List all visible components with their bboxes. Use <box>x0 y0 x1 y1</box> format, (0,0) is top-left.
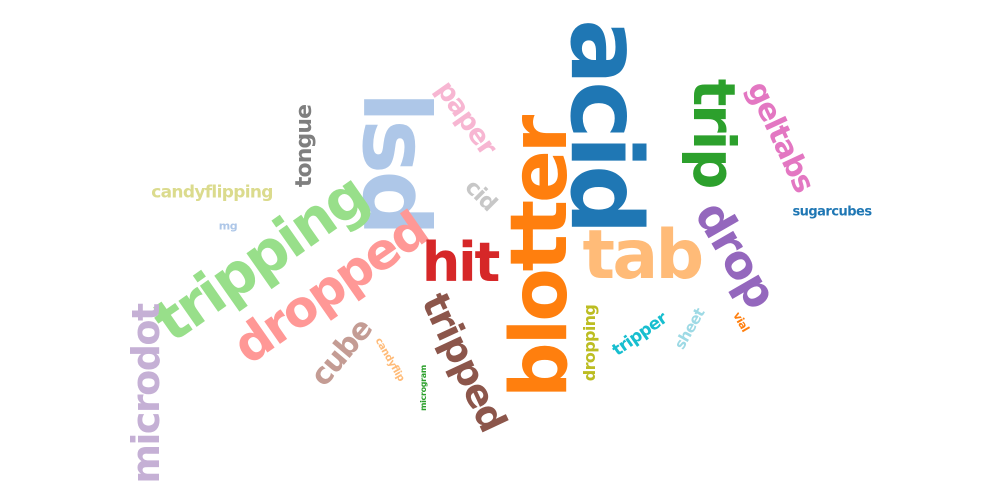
word-tab: tab <box>583 222 702 290</box>
word-tripper: tripper <box>610 310 670 359</box>
word-mg: mg <box>219 221 237 232</box>
word-geltabs: geltabs <box>742 77 819 196</box>
word-tongue: tongue <box>294 105 316 187</box>
word-hit: hit <box>422 236 498 290</box>
word-sugarcubes: sugarcubes <box>792 206 871 219</box>
word-blotter: blotter <box>501 118 579 398</box>
word-candyflipping: candyflipping <box>151 185 273 202</box>
word-vial: vial <box>731 310 751 333</box>
word-drop: drop <box>688 194 784 315</box>
word-sheet: sheet <box>672 306 707 352</box>
word-microgram: microgram <box>420 365 428 411</box>
word-dropping: dropping <box>582 305 598 381</box>
word-microdot: microdot <box>127 304 165 483</box>
word-trip: trip <box>685 79 743 187</box>
word-cid: cid <box>460 176 499 215</box>
word-candyflip: candyflip <box>373 337 406 384</box>
